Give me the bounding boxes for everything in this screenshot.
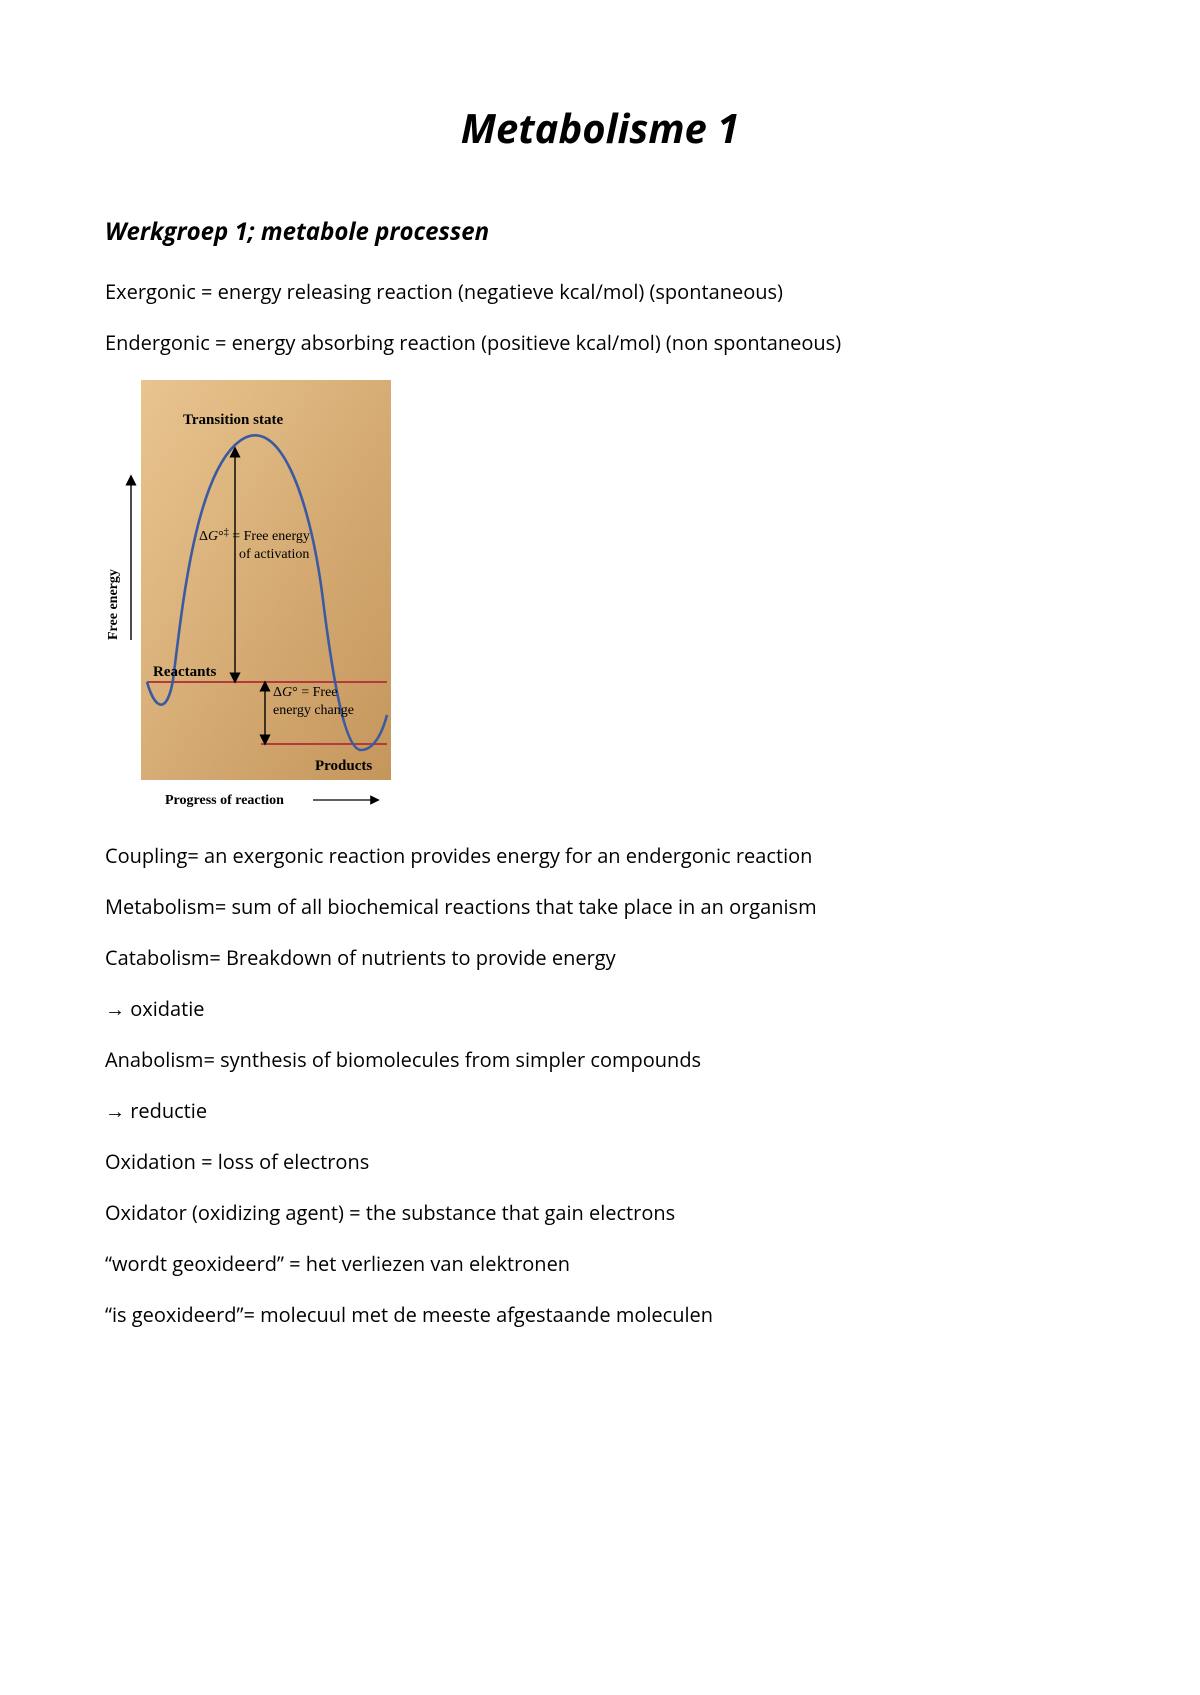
- paragraph: “wordt geoxideerd” = het verliezen van e…: [105, 1250, 1095, 1277]
- page-title: Metabolisme 1: [105, 100, 1095, 155]
- paragraph: → oxidatie: [105, 995, 1095, 1022]
- energy-diagram: Free energy Progress of reaction Transit…: [105, 380, 1095, 810]
- paragraph: Oxidation = loss of electrons: [105, 1148, 1095, 1175]
- dg-free-label-1: ΔG° = Free: [273, 685, 338, 700]
- reactants-label: Reactants: [153, 664, 216, 680]
- dg-activation-label-1: ΔG°‡ = Free energy: [199, 527, 310, 545]
- paragraph: “is geoxideerd”= molecuul met de meeste …: [105, 1301, 1095, 1328]
- energy-diagram-svg: Free energy Progress of reaction Transit…: [105, 380, 391, 810]
- y-axis-label: Free energy: [106, 569, 121, 640]
- transition-state-label: Transition state: [183, 412, 283, 428]
- paragraph: Oxidator (oxidizing agent) = the substan…: [105, 1199, 1095, 1226]
- paragraph: Metabolism= sum of all biochemical react…: [105, 893, 1095, 920]
- dg-free-label-2: energy change: [273, 703, 354, 718]
- chart-background: [141, 380, 391, 780]
- dg-activation-label-2: of activation: [239, 547, 309, 562]
- paragraph: Anabolism= synthesis of biomolecules fro…: [105, 1046, 1095, 1073]
- paragraph: Endergonic = energy absorbing reaction (…: [105, 329, 1095, 356]
- x-axis-label: Progress of reaction: [165, 793, 284, 808]
- paragraph: Catabolism= Breakdown of nutrients to pr…: [105, 944, 1095, 971]
- section-heading: Werkgroep 1; metabole processen: [105, 215, 1095, 248]
- paragraph: → reductie: [105, 1097, 1095, 1124]
- products-label: Products: [315, 758, 372, 774]
- paragraph: Coupling= an exergonic reaction provides…: [105, 842, 1095, 869]
- paragraph: Exergonic = energy releasing reaction (n…: [105, 278, 1095, 305]
